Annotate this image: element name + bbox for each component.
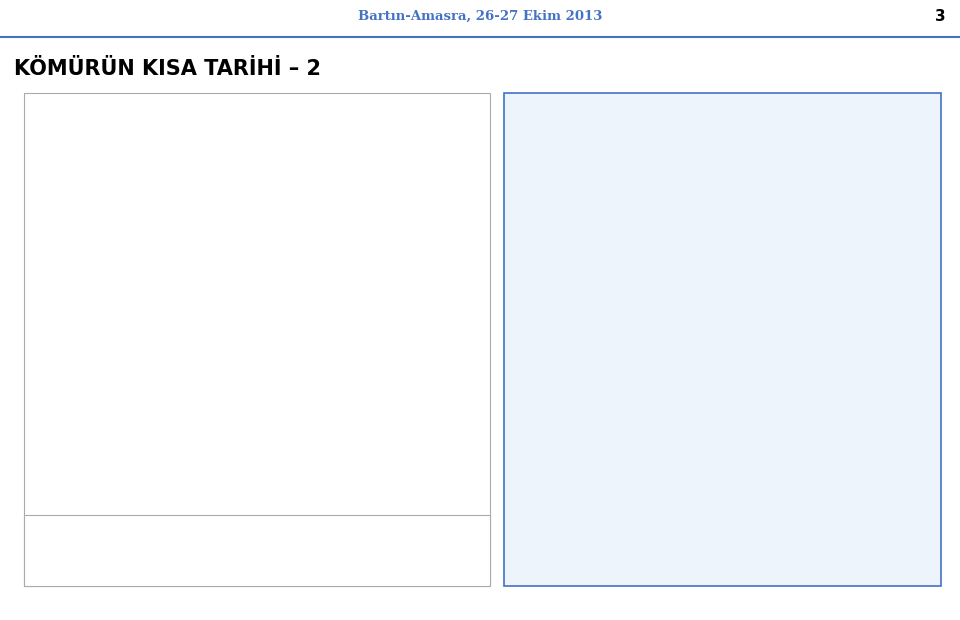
- Text: Beklenti: 1980’lerden ya da 1990’lardan
bakıldığında, küresel enerji tüketimi iç: Beklenti: 1980’lerden ya da 1990’lardan …: [554, 115, 820, 198]
- Text: 2005-2013: 2005-2013: [38, 576, 91, 586]
- Legend: Petrol, Kömür, Doğal gaz: Petrol, Kömür, Doğal gaz: [149, 539, 422, 562]
- Text: KÖMÜRÜN KISA TARİHİ – 2: KÖMÜRÜN KISA TARİHİ – 2: [13, 59, 321, 79]
- Text: ➤: ➤: [521, 431, 533, 445]
- Text: 3: 3: [935, 9, 946, 24]
- Text: Dünya fosil yakıt tüketimleri, 1999- 2011: Dünya fosil yakıt tüketimleri, 1999- 201…: [38, 531, 295, 541]
- Text: ➤: ➤: [521, 115, 533, 129]
- Text: Bartın-Amasra, 26-27 Ekim 2013: Bartın-Amasra, 26-27 Ekim 2013: [358, 10, 602, 22]
- Text: ➤: ➤: [521, 522, 533, 536]
- Text: Kömür tüketim artışı
1970-2000 (30 yıl): %60
2000-2011 (11 yıl): %57: Kömür tüketim artışı 1970-2000 (30 yıl):…: [554, 431, 707, 479]
- Text: Gerçekleşme: Sonraki gelişmeler bu
beklentinin tam tersi yönde olmuştur: Dünya
k: Gerçekleşme: Sonraki gelişmeler bu bekle…: [554, 312, 835, 378]
- Text: 2000-2011 arası tüketim artışı petrolde %16 ve
doğal gazda %28 olmuştur.: 2000-2011 arası tüketim artışı petrolde …: [554, 522, 851, 552]
- Y-axis label: Mtpe: Mtpe: [36, 270, 49, 301]
- Text: ➤: ➤: [521, 312, 533, 326]
- Text: Kaynaklar: IEA Data Services, IEA Key World Energy Statistics: Kaynaklar: IEA Data Services, IEA Key Wo…: [38, 556, 338, 565]
